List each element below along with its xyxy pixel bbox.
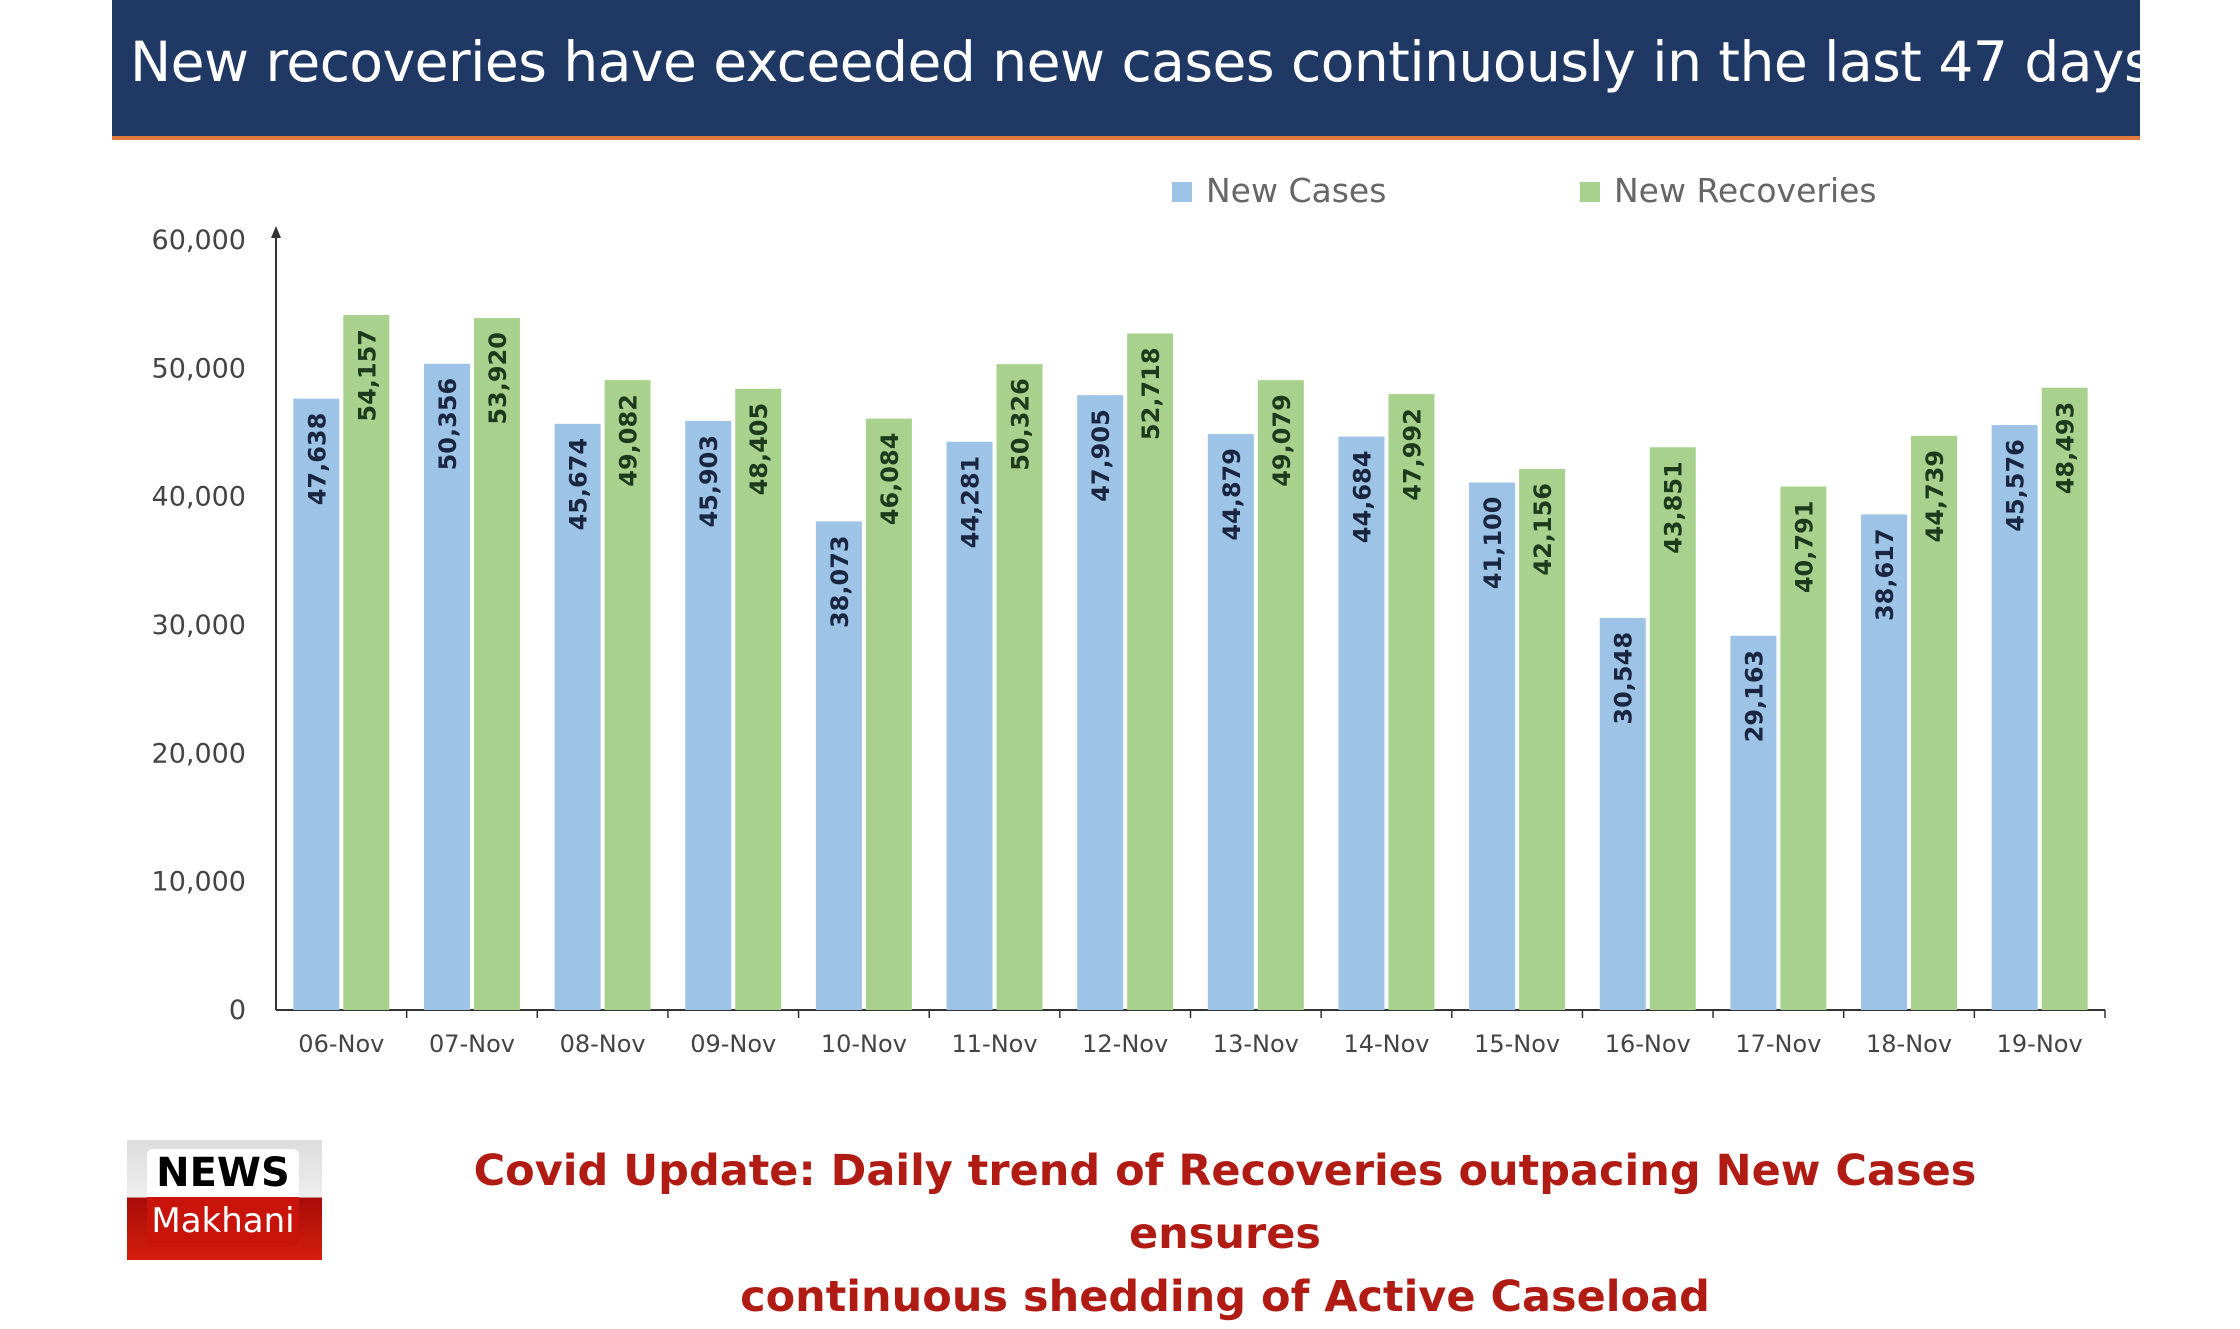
cases-bar — [554, 423, 601, 1010]
data-label: 44,281 — [957, 456, 985, 549]
logo-news-text: NEWS — [147, 1149, 299, 1197]
data-label: 30,548 — [1610, 632, 1638, 725]
caption-line-2: continuous shedding of Active Caseload — [740, 1272, 1710, 1322]
x-tick-label: 14-Nov — [1343, 1030, 1429, 1058]
cases-bar — [1599, 617, 1646, 1010]
data-label: 41,100 — [1479, 497, 1507, 590]
data-label: 45,576 — [2002, 439, 2030, 532]
recoveries-bar — [1911, 435, 1958, 1010]
data-label: 42,156 — [1529, 483, 1557, 576]
cases-bar — [293, 398, 340, 1011]
cases-bar — [1991, 425, 2038, 1010]
data-label: 44,879 — [1218, 448, 1246, 541]
x-tick-label: 11-Nov — [952, 1030, 1038, 1058]
cases-bar — [1861, 514, 1908, 1010]
cases-bar — [1077, 395, 1124, 1010]
caption: Covid Update: Daily trend of Recoveries … — [380, 1140, 2070, 1329]
data-label: 47,638 — [303, 413, 331, 506]
recoveries-bar — [1780, 486, 1827, 1010]
cases-bar — [685, 420, 732, 1010]
y-tick-label: 50,000 — [152, 353, 246, 384]
y-tick-label: 60,000 — [152, 225, 246, 256]
recoveries-bar — [735, 388, 782, 1010]
logo-makhani-text: Makhani — [147, 1197, 299, 1247]
cases-bar — [1469, 482, 1516, 1010]
y-tick-label: 40,000 — [152, 482, 246, 513]
y-tick-label: 20,000 — [152, 738, 246, 769]
x-tick-label: 16-Nov — [1605, 1030, 1691, 1058]
recoveries-bar — [2041, 387, 2088, 1010]
data-label: 48,493 — [2052, 402, 2080, 495]
data-label: 47,905 — [1087, 409, 1115, 502]
data-label: 45,903 — [695, 435, 723, 528]
cases-bar — [1338, 436, 1385, 1011]
recoveries-bar — [1649, 447, 1696, 1011]
data-label: 49,079 — [1268, 394, 1296, 487]
x-tick-label: 12-Nov — [1082, 1030, 1168, 1058]
x-tick-label: 06-Nov — [298, 1030, 384, 1058]
data-label: 45,674 — [565, 438, 593, 531]
data-label: 38,617 — [1871, 528, 1899, 621]
news-makhani-logo: NEWS Makhani — [127, 1140, 322, 1260]
data-label: 48,405 — [745, 403, 773, 496]
cases-bar — [423, 363, 470, 1010]
cases-bar — [815, 521, 862, 1010]
x-tick-label: 18-Nov — [1866, 1030, 1952, 1058]
x-tick-label: 17-Nov — [1735, 1030, 1821, 1058]
x-tick-label: 19-Nov — [1997, 1030, 2083, 1058]
data-label: 43,851 — [1660, 461, 1688, 554]
legend-label: New Recoveries — [1614, 171, 1877, 210]
recoveries-bar — [996, 364, 1043, 1010]
y-axis-arrow — [271, 226, 281, 238]
recoveries-bar — [343, 314, 390, 1010]
data-label: 54,157 — [353, 329, 381, 422]
data-label: 53,920 — [484, 332, 512, 425]
cases-bar — [1207, 434, 1254, 1010]
recoveries-bar — [1519, 468, 1566, 1010]
y-tick-label: 10,000 — [152, 867, 246, 898]
x-tick-label: 08-Nov — [560, 1030, 646, 1058]
legend-swatch — [1172, 182, 1192, 202]
bar-chart: 0 10,000 20,000 30,000 40,000 50,000 60,000 06-… — [152, 171, 2106, 1058]
data-label: 50,356 — [434, 378, 462, 471]
recoveries-bar — [473, 318, 520, 1010]
recoveries-bar — [1388, 394, 1435, 1010]
data-label: 29,163 — [1740, 650, 1768, 743]
data-label: 47,992 — [1398, 408, 1426, 501]
recoveries-bar — [865, 418, 912, 1011]
chart-title: New recoveries have exceeded new cases c… — [130, 30, 2153, 94]
recoveries-bar — [604, 380, 651, 1010]
x-tick-label: 09-Nov — [690, 1030, 776, 1058]
cases-bar — [946, 441, 993, 1010]
data-label: 50,326 — [1007, 378, 1035, 471]
y-tick-label: 0 — [229, 995, 246, 1026]
recoveries-bar — [1127, 333, 1174, 1010]
cases-bar — [1730, 635, 1777, 1010]
data-label: 44,684 — [1348, 451, 1376, 544]
data-label: 44,739 — [1921, 450, 1949, 543]
data-label: 38,073 — [826, 535, 854, 628]
x-tick-label: 15-Nov — [1474, 1030, 1560, 1058]
data-label: 46,084 — [876, 433, 904, 526]
y-tick-label: 30,000 — [152, 610, 246, 641]
data-label: 52,718 — [1137, 347, 1165, 440]
caption-line-1: Covid Update: Daily trend of Recoveries … — [473, 1146, 1977, 1259]
title-banner: New recoveries have exceeded new cases c… — [112, 0, 2153, 140]
x-tick-label: 10-Nov — [821, 1030, 907, 1058]
x-tick-label: 07-Nov — [429, 1030, 515, 1058]
data-label: 49,082 — [615, 394, 643, 487]
legend-swatch — [1580, 182, 1600, 202]
data-label: 40,791 — [1790, 501, 1818, 594]
recoveries-bar — [1257, 380, 1304, 1010]
legend-label: New Cases — [1206, 171, 1386, 210]
x-tick-label: 13-Nov — [1213, 1030, 1299, 1058]
